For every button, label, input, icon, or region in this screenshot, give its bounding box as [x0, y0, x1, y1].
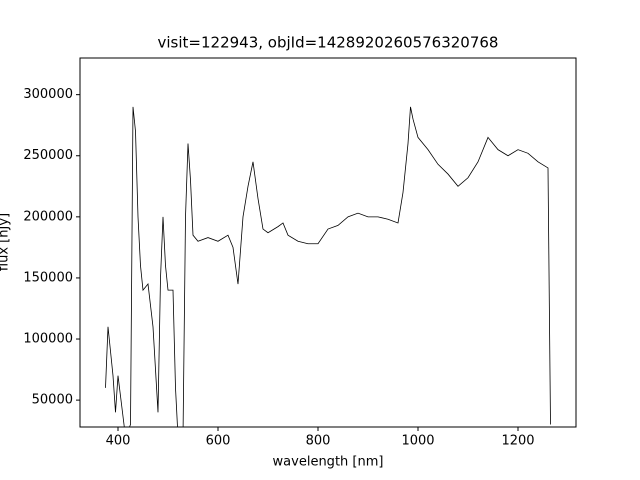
x-tick-label: 800 [306, 434, 331, 449]
x-tick-label: 600 [206, 434, 231, 449]
y-tick-label: 200000 [23, 209, 73, 224]
y-tick-label: 300000 [23, 87, 73, 102]
plot-area [105, 106, 551, 427]
y-tick-label: 50000 [32, 393, 73, 408]
spectrum-line [105, 106, 551, 427]
y-tick-label: 150000 [23, 270, 73, 285]
y-tick-label: 250000 [23, 148, 73, 163]
x-tick-label: 1000 [401, 434, 434, 449]
axes-frame [79, 57, 577, 428]
y-axis-label: flux [nJy] [0, 213, 12, 271]
x-axis-label: wavelength [nm] [273, 455, 384, 470]
x-tick-label: 400 [106, 434, 131, 449]
x-tick-label: 1200 [501, 434, 534, 449]
chart-title: visit=122943, objId=1428920260576320768 [158, 34, 499, 52]
y-tick-label: 100000 [23, 332, 73, 347]
